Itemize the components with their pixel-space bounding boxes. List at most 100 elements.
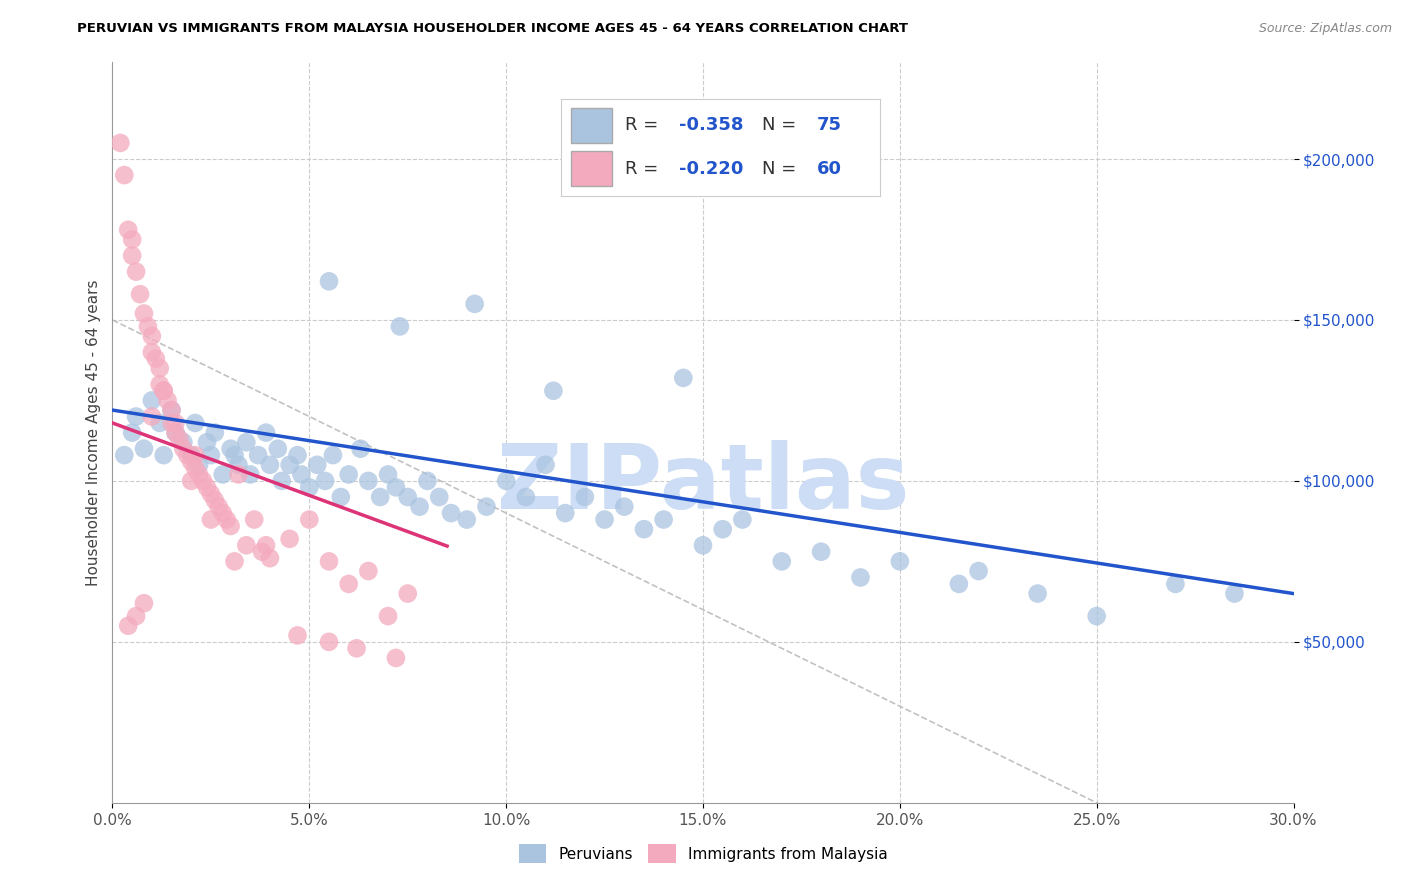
Point <box>731 512 754 526</box>
Point <box>228 467 250 482</box>
Point <box>112 168 135 182</box>
Point <box>200 512 222 526</box>
Point <box>593 512 616 526</box>
Point <box>464 297 486 311</box>
Point <box>129 287 152 301</box>
Point <box>149 377 172 392</box>
Point <box>110 136 132 150</box>
Point <box>357 474 380 488</box>
Point <box>243 512 266 526</box>
Point <box>219 442 242 456</box>
Point <box>357 564 380 578</box>
Point <box>368 490 391 504</box>
Point <box>318 554 340 568</box>
Point <box>270 474 292 488</box>
Point <box>188 467 211 482</box>
Point <box>132 596 155 610</box>
Point <box>318 635 340 649</box>
Point <box>475 500 498 514</box>
Point <box>219 519 242 533</box>
Point <box>346 641 368 656</box>
Point <box>967 564 990 578</box>
Point <box>633 522 655 536</box>
Point <box>456 512 478 526</box>
Point <box>849 570 872 584</box>
Point <box>152 448 174 462</box>
Point <box>239 467 262 482</box>
Point <box>125 409 148 424</box>
Point <box>184 448 207 462</box>
Point <box>337 577 360 591</box>
Point <box>948 577 970 591</box>
Point <box>440 506 463 520</box>
Point <box>1164 577 1187 591</box>
Point <box>322 448 344 462</box>
Point <box>377 467 399 482</box>
Point <box>165 425 187 440</box>
Point <box>287 628 309 642</box>
Point <box>278 532 301 546</box>
Point <box>160 403 183 417</box>
Point <box>172 442 194 456</box>
Point <box>141 393 163 408</box>
Point <box>204 425 226 440</box>
Point <box>180 448 202 462</box>
Point <box>396 490 419 504</box>
Point <box>132 442 155 456</box>
Point <box>204 493 226 508</box>
Point <box>112 448 135 462</box>
Point <box>672 371 695 385</box>
Point <box>180 474 202 488</box>
Point <box>543 384 565 398</box>
Point <box>145 351 167 366</box>
Point <box>152 384 174 398</box>
Point <box>1223 586 1246 600</box>
Point <box>184 416 207 430</box>
Point <box>307 458 329 472</box>
Point <box>121 249 143 263</box>
Point <box>385 480 408 494</box>
Legend: Peruvians, Immigrants from Malaysia: Peruvians, Immigrants from Malaysia <box>512 838 894 869</box>
Point <box>1085 609 1108 624</box>
Point <box>224 448 246 462</box>
Point <box>349 442 371 456</box>
Point <box>141 409 163 424</box>
Point <box>125 265 148 279</box>
Point <box>318 274 340 288</box>
Point <box>224 554 246 568</box>
Point <box>259 551 281 566</box>
Point <box>160 416 183 430</box>
Point <box>200 448 222 462</box>
Point <box>136 319 159 334</box>
Point <box>195 435 218 450</box>
Point <box>770 554 793 568</box>
Point <box>152 384 174 398</box>
Point <box>165 425 187 440</box>
Point <box>810 545 832 559</box>
Point <box>247 448 270 462</box>
Point <box>121 425 143 440</box>
Point <box>156 393 179 408</box>
Point <box>495 474 517 488</box>
Point <box>652 512 675 526</box>
Point <box>613 500 636 514</box>
Y-axis label: Householder Income Ages 45 - 64 years: Householder Income Ages 45 - 64 years <box>86 279 101 586</box>
Point <box>211 506 233 520</box>
Point <box>388 319 411 334</box>
Point <box>121 232 143 246</box>
Point <box>188 458 211 472</box>
Point <box>427 490 450 504</box>
Point <box>141 345 163 359</box>
Text: PERUVIAN VS IMMIGRANTS FROM MALAYSIA HOUSEHOLDER INCOME AGES 45 - 64 YEARS CORRE: PERUVIAN VS IMMIGRANTS FROM MALAYSIA HOU… <box>77 22 908 36</box>
Point <box>176 448 198 462</box>
Point <box>408 500 430 514</box>
Point <box>132 306 155 320</box>
Point <box>165 416 187 430</box>
Point <box>254 425 277 440</box>
Point <box>228 458 250 472</box>
Point <box>267 442 290 456</box>
Point <box>534 458 557 472</box>
Point <box>314 474 336 488</box>
Point <box>215 512 238 526</box>
Point <box>160 403 183 417</box>
